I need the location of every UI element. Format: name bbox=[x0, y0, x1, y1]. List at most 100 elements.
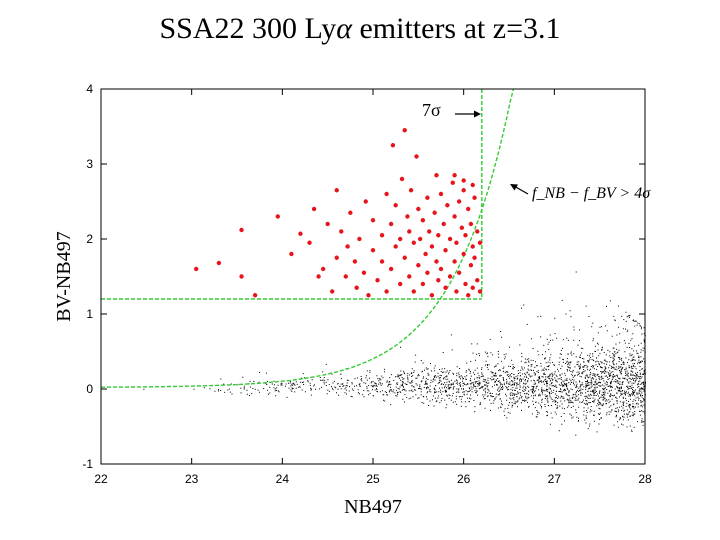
emitter-point bbox=[325, 221, 330, 227]
y-tick-label: 0 bbox=[86, 382, 93, 396]
emitter-point bbox=[348, 210, 353, 215]
emitter-point bbox=[239, 274, 244, 279]
emitter-point bbox=[454, 240, 459, 245]
x-axis-ticks: 22 23 24 25 26 27 28 bbox=[94, 89, 652, 486]
emitter-point bbox=[366, 293, 371, 298]
x-tick-label: 26 bbox=[457, 472, 471, 486]
emitter-point bbox=[298, 231, 303, 236]
seven-sigma-arrowhead bbox=[474, 110, 481, 118]
y-tick-label: -1 bbox=[82, 457, 93, 471]
emitter-point bbox=[393, 203, 398, 208]
emitter-point bbox=[398, 236, 403, 242]
emitter-point bbox=[475, 278, 480, 283]
emitter-point bbox=[447, 236, 453, 242]
emitter-point bbox=[407, 274, 412, 279]
emitter-point bbox=[477, 289, 483, 294]
emitter-point bbox=[316, 274, 321, 279]
emitter-point bbox=[427, 229, 432, 234]
emitter-point bbox=[461, 251, 466, 257]
emitter-point bbox=[470, 285, 475, 290]
chart-title-greek: α bbox=[336, 12, 352, 45]
emitter-point bbox=[194, 266, 199, 272]
emitter-point bbox=[416, 206, 421, 212]
y-tick-label: 3 bbox=[86, 157, 93, 171]
emitter-point bbox=[357, 236, 362, 242]
emitter-point bbox=[461, 188, 466, 193]
emitter-point bbox=[425, 270, 430, 275]
emitter-point bbox=[393, 244, 398, 249]
x-tick-label: 22 bbox=[94, 472, 108, 486]
emitter-point bbox=[443, 285, 448, 290]
emitter-point bbox=[339, 229, 344, 234]
selection-lines bbox=[101, 88, 515, 388]
emitter-point bbox=[452, 173, 457, 178]
emitter-point bbox=[407, 229, 412, 234]
y-axis-label: BV-NB497 bbox=[53, 231, 75, 321]
emitter-point bbox=[384, 289, 389, 294]
emitter-point bbox=[334, 255, 339, 260]
annotations: 7σ f_NB − f_BV > 4σ bbox=[422, 100, 651, 202]
emitter-point bbox=[470, 182, 475, 188]
emitter-point bbox=[463, 281, 468, 287]
emitter-point bbox=[438, 266, 444, 272]
emitter-point bbox=[370, 218, 376, 223]
emitter-point bbox=[429, 293, 435, 298]
emitter-point bbox=[475, 229, 480, 234]
emitter-point bbox=[390, 143, 396, 148]
emitter-point bbox=[423, 251, 428, 257]
x-tick-label: 25 bbox=[366, 472, 380, 486]
emitter-point bbox=[416, 263, 421, 268]
emitter-point bbox=[379, 259, 385, 264]
emitter-point bbox=[361, 270, 367, 275]
x-tick-label: 24 bbox=[276, 472, 290, 486]
background-point-cloud bbox=[143, 271, 646, 436]
emitter-point bbox=[402, 255, 407, 260]
y-axis-ticks: -1 0 1 2 3 4 bbox=[82, 82, 645, 471]
emitter-point bbox=[456, 270, 462, 275]
emitter-point bbox=[417, 236, 423, 242]
emitter-point bbox=[470, 244, 475, 249]
emitter-point bbox=[420, 218, 426, 223]
chart-title-suffix: emitters at z=3.1 bbox=[351, 12, 561, 45]
emitter-point bbox=[420, 281, 426, 287]
y-tick-label: 2 bbox=[86, 232, 93, 246]
emitter-point bbox=[414, 154, 419, 159]
emitter-point bbox=[461, 178, 466, 183]
emitter-point bbox=[436, 233, 441, 238]
emitter-point bbox=[463, 233, 468, 238]
emitter-point bbox=[352, 259, 358, 264]
plot-frame bbox=[100, 88, 646, 465]
x-tick-label: 28 bbox=[638, 472, 652, 486]
emitter-point bbox=[434, 173, 439, 178]
emitter-point bbox=[375, 278, 380, 283]
emitter-point bbox=[307, 240, 312, 245]
emitter-point bbox=[370, 248, 376, 253]
excess-4sigma-curve bbox=[101, 88, 515, 388]
emitter-point bbox=[405, 214, 410, 219]
emitter-point bbox=[477, 240, 483, 245]
emitter-point bbox=[402, 128, 407, 133]
emitter-point bbox=[388, 266, 394, 272]
emitter-point bbox=[411, 289, 416, 294]
emitter-point bbox=[408, 188, 414, 193]
emitter-point bbox=[275, 214, 280, 219]
emitter-point bbox=[289, 251, 294, 257]
emitter-point bbox=[354, 285, 359, 290]
emitter-point bbox=[252, 293, 258, 298]
y-tick-label: 1 bbox=[86, 307, 93, 321]
emitter-point bbox=[445, 203, 450, 208]
emitter-point bbox=[398, 281, 403, 287]
chart-title-prefix: SSA22 300 Ly bbox=[159, 12, 337, 45]
x-tick-label: 23 bbox=[185, 472, 199, 486]
emitter-point bbox=[450, 180, 455, 185]
emitter-point bbox=[216, 260, 222, 266]
emitter-point bbox=[432, 210, 437, 215]
emitter-point bbox=[466, 293, 471, 298]
emitter-point bbox=[434, 259, 439, 264]
emitter-point bbox=[239, 227, 244, 233]
emitter-point bbox=[436, 278, 441, 283]
emitter-point bbox=[320, 266, 326, 272]
emitter-point bbox=[425, 195, 430, 200]
emitter-point bbox=[447, 274, 453, 279]
